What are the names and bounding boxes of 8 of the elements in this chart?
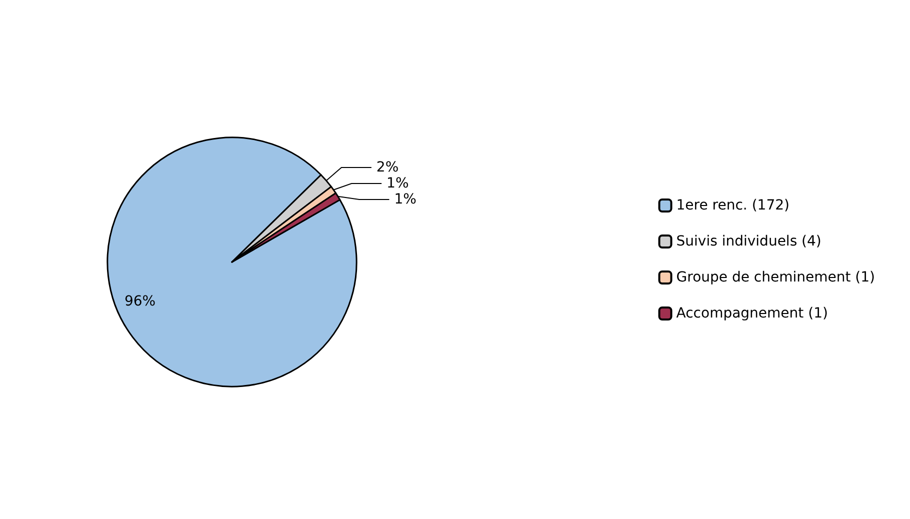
data-label: 1% — [386, 176, 409, 192]
legend-label: Accompagnement (1) — [676, 306, 828, 322]
legend-label: Groupe de cheminement (1) — [676, 270, 876, 286]
data-label: 1% — [394, 192, 416, 208]
data-label: 2% — [376, 160, 399, 176]
legend-label: 1ere renc. (172) — [676, 198, 790, 214]
data-label: 96% — [124, 293, 156, 310]
legend-label: Suivis individuels (4) — [676, 234, 822, 250]
